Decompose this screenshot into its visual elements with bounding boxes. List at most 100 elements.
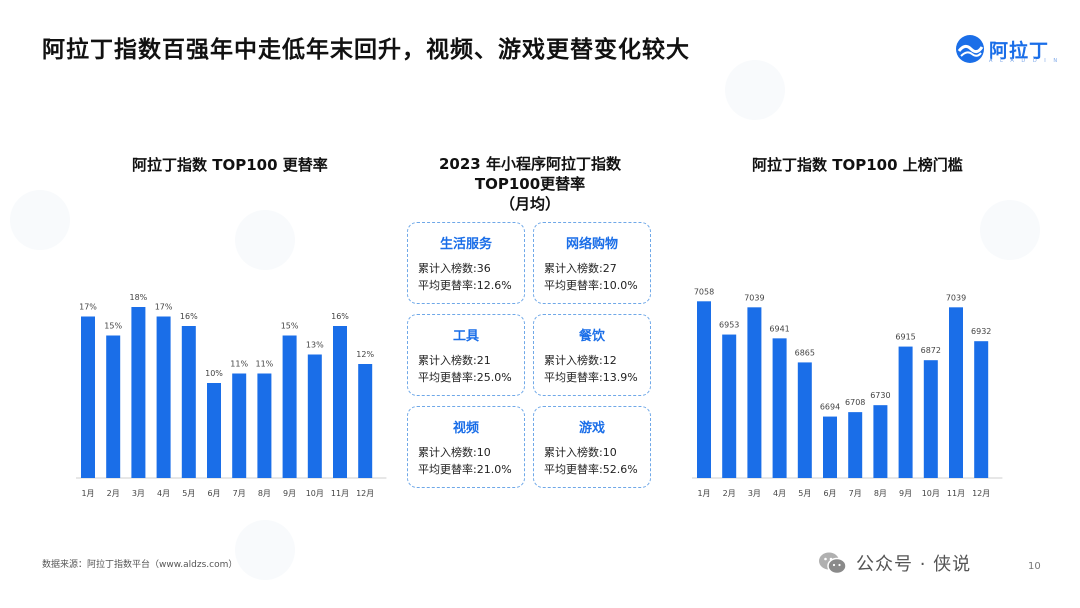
x-tick-label: 1月 — [81, 489, 94, 498]
x-tick-label: 6月 — [207, 489, 220, 498]
category-card-video: 视频 累计入榜数:10 平均更替率:21.0% — [407, 406, 525, 488]
x-tick-label: 9月 — [899, 489, 912, 498]
x-tick-label: 3月 — [748, 489, 761, 498]
card-count: 累计入榜数:36 — [418, 262, 491, 275]
bar-1月 — [81, 316, 95, 478]
data-label: 16% — [180, 312, 198, 321]
data-label: 11% — [230, 360, 248, 369]
data-label: 6865 — [795, 348, 815, 357]
x-tick-label: 11月 — [331, 489, 349, 498]
data-label: 15% — [104, 322, 122, 331]
card-name: 视频 — [452, 421, 479, 436]
center-title-line1: 2023 年小程序阿拉丁指数 — [439, 155, 621, 173]
right-chart-title: 阿拉丁指数 TOP100 上榜门槛 — [752, 156, 963, 174]
card-rate: 平均更替率:12.6% — [418, 279, 512, 292]
brand-logo: 阿拉丁 A L A D D I N — [955, 34, 1057, 64]
card-name: 网络购物 — [565, 237, 618, 252]
page-title: 阿拉丁指数百强年中走低年末回升，视频、游戏更替变化较大 — [42, 37, 690, 63]
center-title-line2: TOP100更替率 — [474, 175, 586, 193]
data-label: 13% — [306, 341, 324, 350]
watermark — [10, 190, 70, 250]
bar-1月 — [697, 301, 711, 478]
card-name: 餐饮 — [578, 329, 605, 344]
bar-12月 — [974, 341, 989, 478]
left-bar-chart: 17% 1月 15% 2月 18% 3月 17% 4月 16% 5月 10% 6月 11% 7月 11% 8月… — [76, 293, 387, 498]
bar-11月 — [333, 326, 347, 478]
bar-8月 — [257, 373, 272, 478]
bar-2月 — [106, 335, 121, 478]
bar-10月 — [307, 354, 322, 478]
data-label: 17% — [155, 303, 173, 312]
data-label: 6872 — [921, 346, 941, 355]
bar-5月 — [797, 362, 812, 478]
card-rate: 平均更替率:10.0% — [544, 279, 638, 292]
bar-7月 — [848, 412, 863, 478]
bar-8月 — [873, 405, 888, 478]
data-label: 7039 — [744, 293, 764, 302]
category-card-life-service: 生活服务 累计入榜数:36 平均更替率:12.6% — [407, 222, 525, 304]
x-tick-label: 5月 — [798, 489, 811, 498]
card-name: 工具 — [452, 329, 479, 344]
card-rate: 平均更替率:13.9% — [544, 371, 638, 384]
card-count: 累计入榜数:27 — [544, 262, 617, 275]
bar-2月 — [722, 334, 737, 478]
bar-11月 — [949, 307, 963, 478]
data-label: 11% — [256, 360, 274, 369]
data-label: 16% — [331, 312, 349, 321]
x-tick-label: 2月 — [107, 489, 120, 498]
x-tick-label: 8月 — [258, 489, 271, 498]
x-tick-label: 10月 — [306, 489, 324, 498]
x-tick-label: 2月 — [723, 489, 736, 498]
x-tick-label: 4月 — [773, 489, 786, 498]
bar-3月 — [131, 307, 146, 478]
data-source: 数据来源：阿拉丁指数平台（www.aldzs.com） — [42, 560, 238, 570]
bar-12月 — [358, 364, 373, 478]
x-tick-label: 8月 — [874, 489, 887, 498]
x-tick-label: 12月 — [972, 489, 990, 498]
bar-4月 — [772, 338, 787, 478]
watermark — [725, 60, 785, 120]
card-count: 累计入榜数:10 — [544, 446, 617, 459]
card-count: 累计入榜数:12 — [544, 354, 617, 367]
card-rate: 平均更替率:52.6% — [544, 463, 638, 476]
x-tick-label: 3月 — [132, 489, 145, 498]
bar-9月 — [898, 346, 913, 478]
card-rate: 平均更替率:25.0% — [418, 371, 512, 384]
bar-5月 — [181, 326, 196, 478]
right-bar-chart: 7058 1月 6953 2月 7039 3月 6941 4月 6865 5月 6694 6月 6708… — [692, 287, 1003, 498]
data-label: 6730 — [870, 391, 890, 400]
data-label: 17% — [79, 303, 97, 312]
data-label: 7039 — [946, 293, 966, 302]
category-card-dining: 餐饮 累计入榜数:12 平均更替率:13.9% — [533, 314, 651, 396]
data-label: 7058 — [694, 287, 714, 296]
card-name: 生活服务 — [439, 237, 492, 252]
bar-6月 — [823, 416, 837, 478]
x-tick-label: 1月 — [697, 489, 710, 498]
logo-icon — [956, 35, 984, 63]
category-card-shopping: 网络购物 累计入榜数:27 平均更替率:10.0% — [533, 222, 651, 304]
data-label: 6915 — [895, 333, 915, 342]
logo-subtext: A L A D D I N — [989, 58, 1061, 64]
data-label: 6941 — [769, 324, 789, 333]
x-tick-label: 6月 — [823, 489, 836, 498]
x-tick-label: 7月 — [849, 489, 862, 498]
wechat-icon — [819, 552, 847, 575]
watermark — [235, 210, 295, 270]
bar-4月 — [156, 316, 171, 478]
data-label: 15% — [281, 322, 299, 331]
data-label: 12% — [356, 350, 374, 359]
category-card-games: 游戏 累计入榜数:10 平均更替率:52.6% — [533, 406, 651, 488]
center-title: 2023 年小程序阿拉丁指数 TOP100更替率 （月均） — [400, 154, 660, 214]
data-label: 6953 — [719, 321, 739, 330]
wechat-account: 公众号 · 侠说 — [856, 554, 972, 575]
x-tick-label: 11月 — [947, 489, 965, 498]
bar-9月 — [282, 335, 297, 478]
wechat-badge: 公众号 · 侠说 — [818, 550, 971, 576]
card-name: 游戏 — [578, 421, 605, 436]
card-count: 累计入榜数:21 — [418, 354, 491, 367]
bar-7月 — [232, 373, 247, 478]
center-title-line3: （月均） — [499, 195, 560, 213]
data-label: 6932 — [971, 327, 991, 336]
bar-6月 — [207, 383, 221, 478]
data-label: 6694 — [820, 403, 840, 412]
